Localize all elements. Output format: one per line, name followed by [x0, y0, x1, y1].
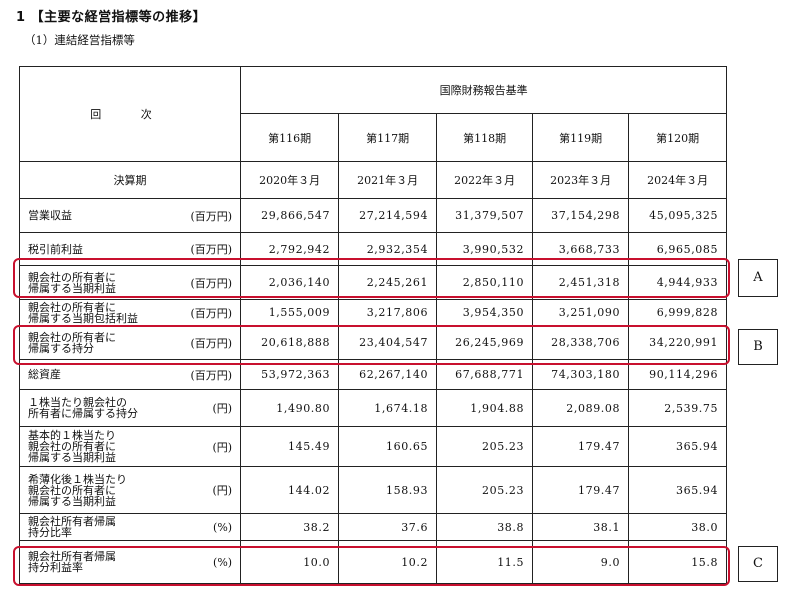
value-cell: 27,214,594 [338, 198, 438, 233]
callout-b: B [738, 329, 778, 365]
fiscal-date-header: 2023年３月 [532, 161, 630, 199]
table-row: １株当たり親会社の 所有者に帰属する持分 (円) 1,490.80 1,674.18 1… [19, 389, 728, 427]
value-cell: 3,251,090 [532, 299, 630, 326]
value-cell: 3,668,733 [532, 232, 630, 266]
period-header: 第116期 [240, 113, 340, 162]
value-cell: 38.0 [628, 513, 728, 541]
value-cell: 38.2 [240, 513, 340, 541]
header-row-periods: 第116期 第117期 第118期 第119期 第120期 [20, 113, 728, 162]
value-cell: 31,379,507 [436, 198, 534, 233]
row-unit: (百万円) [182, 265, 242, 300]
row-label: 親会社の所有者に 帰属する持分 [19, 325, 183, 360]
fiscal-date-header: 2021年３月 [338, 161, 438, 199]
row-label: 希薄化後１株当たり 親会社の所有者に 帰属する当期利益 [19, 466, 183, 514]
value-cell: 205.23 [436, 466, 534, 514]
table-body: 営業収益 (百万円) 29,866,547 27,214,594 31,379,507 3… [19, 198, 728, 584]
section-title: 1 【主要な経営指標等の推移】 [16, 10, 207, 25]
callout-c: C [738, 546, 778, 582]
header-kessanki: 決算期 [18, 161, 242, 199]
value-cell: 29,866,547 [240, 198, 340, 233]
value-cell: 1,490.80 [240, 389, 340, 427]
table-row: 営業収益 (百万円) 29,866,547 27,214,594 31,379,507 3… [19, 198, 728, 233]
header-kaiji: 回 次 [18, 66, 242, 162]
value-cell: 179.47 [532, 426, 630, 467]
value-cell: 2,539.75 [628, 389, 728, 427]
table-row: 親会社所有者帰属 持分比率 (%) 38.2 37.6 38.8 38.1 38.0 [19, 513, 728, 541]
row-unit: (円) [182, 466, 242, 514]
value-cell: 3,217,806 [338, 299, 438, 326]
table-row: 希薄化後１株当たり 親会社の所有者に 帰属する当期利益 (円) 144.02 158.… [19, 466, 728, 514]
row-label: 親会社の所有者に 帰属する当期包括利益 [19, 299, 183, 326]
value-cell: 2,850,110 [436, 265, 534, 300]
header-row-dates: 決算期 2020年３月 2021年３月 2022年３月 2023年３月 2024年３月 [18, 161, 728, 199]
period-header: 第119期 [532, 113, 630, 162]
value-cell: 38.8 [436, 513, 534, 541]
highlight-box-b [13, 325, 730, 365]
value-cell: 145.49 [240, 426, 340, 467]
value-cell: 158.93 [338, 466, 438, 514]
value-cell: 1,904.88 [436, 389, 534, 427]
table-row: 親会社の所有者に 帰属する持分 (百万円) 20,618,888 23,404,547… [19, 325, 728, 360]
period-header: 第117期 [338, 113, 438, 162]
value-cell: 6,999,828 [628, 299, 728, 326]
value-cell: 365.94 [628, 466, 728, 514]
table-row: 基本的１株当たり 親会社の所有者に 帰属する当期利益 (円) 145.49 160.6… [19, 426, 728, 467]
value-cell: 37,154,298 [532, 198, 630, 233]
period-header: 第120期 [628, 113, 728, 162]
value-cell: 3,954,350 [436, 299, 534, 326]
value-cell: 2,792,942 [240, 232, 340, 266]
value-cell: 4,944,933 [628, 265, 728, 300]
row-unit: (円) [182, 426, 242, 467]
value-cell: 2,451,318 [532, 265, 630, 300]
fiscal-date-header: 2024年３月 [628, 161, 728, 199]
value-cell: 160.65 [338, 426, 438, 467]
highlight-box-c [13, 546, 730, 586]
value-cell: 2,089.08 [532, 389, 630, 427]
table-row: 親会社の所有者に 帰属する当期利益 (百万円) 2,036,140 2,245,261… [19, 265, 728, 300]
value-cell: 179.47 [532, 466, 630, 514]
row-label: 親会社所有者帰属 持分比率 [19, 513, 183, 541]
highlight-box-a [13, 258, 730, 298]
header-accounting-standard: 国際財務報告基準 [240, 66, 728, 114]
value-cell: 34,220,991 [628, 325, 728, 360]
financial-indicators-table: 回 次 国際財務報告基準 第116期 第117期 第118期 第119期 第120期 決… [18, 66, 728, 584]
row-unit: (百万円) [182, 299, 242, 326]
callout-a: A [738, 259, 778, 297]
value-cell: 144.02 [240, 466, 340, 514]
fiscal-date-header: 2022年３月 [436, 161, 534, 199]
value-cell: 1,674.18 [338, 389, 438, 427]
value-cell: 38.1 [532, 513, 630, 541]
value-cell: 37.6 [338, 513, 438, 541]
value-cell: 1,555,009 [240, 299, 340, 326]
row-label: 営業収益 [19, 198, 183, 233]
table-row: 親会社の所有者に 帰属する当期包括利益 (百万円) 1,555,009 3,217,8… [19, 299, 728, 326]
row-label: 基本的１株当たり 親会社の所有者に 帰属する当期利益 [19, 426, 183, 467]
row-label: １株当たり親会社の 所有者に帰属する持分 [19, 389, 183, 427]
period-header: 第118期 [436, 113, 534, 162]
header-row-standard: 回 次 国際財務報告基準 [18, 66, 728, 162]
subsection-title: （1）連結経営指標等 [24, 33, 135, 47]
value-cell: 365.94 [628, 426, 728, 467]
value-cell: 205.23 [436, 426, 534, 467]
fiscal-date-header: 2020年３月 [240, 161, 340, 199]
row-unit: (%) [182, 513, 242, 541]
row-unit: (百万円) [182, 198, 242, 233]
row-unit: (円) [182, 389, 242, 427]
value-cell: 2,245,261 [338, 265, 438, 300]
value-cell: 45,095,325 [628, 198, 728, 233]
